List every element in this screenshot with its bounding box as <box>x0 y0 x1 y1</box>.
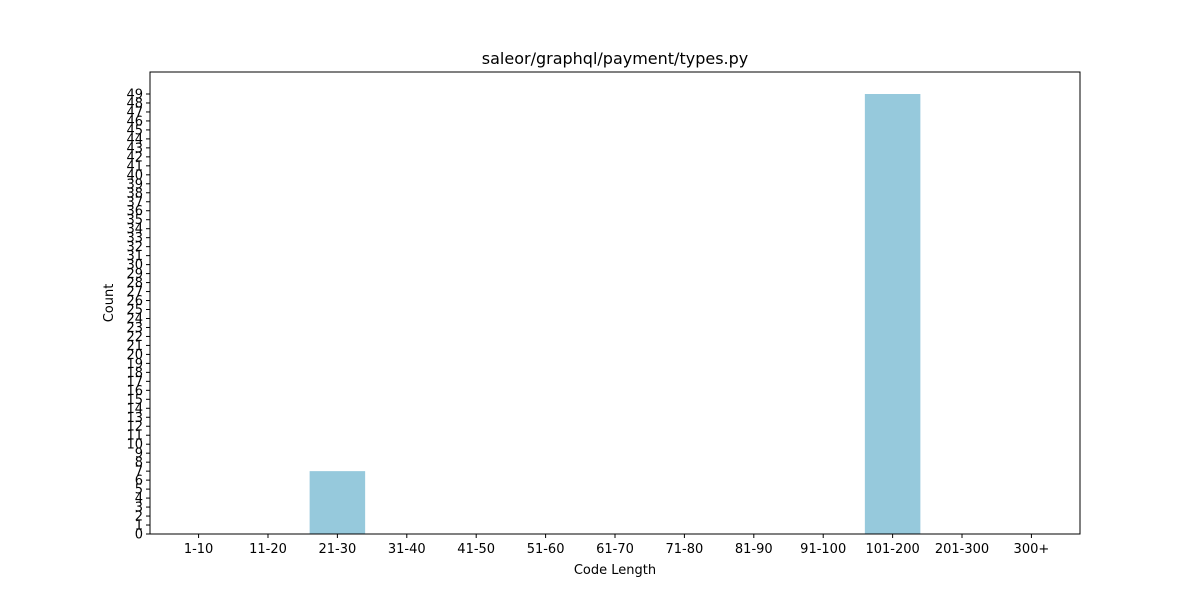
x-tick-label: 41-50 <box>457 542 495 557</box>
y-tick-label: 30 <box>126 258 143 273</box>
y-tick-label: 9 <box>135 447 143 462</box>
y-tick-label: 17 <box>126 375 143 390</box>
y-tick-label: 49 <box>126 88 143 103</box>
y-tick-label: 1 <box>135 519 143 534</box>
y-tick-label: 20 <box>126 348 143 363</box>
y-tick-label: 39 <box>126 177 143 192</box>
x-tick-label: 201-300 <box>935 542 989 557</box>
y-tick-label: 26 <box>126 294 143 309</box>
x-tick-label: 31-40 <box>388 542 426 557</box>
x-tick-label: 101-200 <box>865 542 919 557</box>
x-tick-label: 71-80 <box>666 542 704 557</box>
bar-101-200 <box>864 94 921 534</box>
y-tick-label: 4 <box>135 492 143 507</box>
y-tick-label: 14 <box>126 402 143 417</box>
y-tick-label: 19 <box>126 357 143 372</box>
y-tick-label: 42 <box>126 150 143 165</box>
y-tick-label: 6 <box>135 474 143 489</box>
y-tick-label: 35 <box>126 213 143 228</box>
y-tick-label: 48 <box>126 96 143 111</box>
y-tick-label: 24 <box>126 312 143 327</box>
y-tick-label: 41 <box>126 159 143 174</box>
y-tick-label: 40 <box>126 168 143 183</box>
x-tick-label: 1-10 <box>184 542 214 557</box>
y-tick-label: 33 <box>126 231 143 246</box>
x-tick-label: 91-100 <box>800 542 846 557</box>
x-tick-label: 51-60 <box>527 542 565 557</box>
plot-frame <box>149 71 1081 535</box>
bars-group <box>309 94 921 534</box>
x-tick-label: 61-70 <box>596 542 634 557</box>
chart-title: saleor/graphql/payment/types.py <box>482 49 748 68</box>
y-tick-label: 47 <box>126 105 143 120</box>
y-tick-label: 44 <box>126 132 143 147</box>
y-tick-label: 27 <box>126 285 143 300</box>
y-axis-label: Count <box>102 284 117 323</box>
y-tick-label: 8 <box>135 456 143 471</box>
y-tick-label: 13 <box>126 411 143 426</box>
y-axis: 0123456789101112131415161718192021222324… <box>126 88 150 543</box>
y-tick-label: 31 <box>126 249 143 264</box>
x-tick-label: 11-20 <box>249 542 287 557</box>
x-tick-label: 300+ <box>1014 542 1050 557</box>
y-tick-label: 23 <box>126 321 143 336</box>
y-tick-label: 18 <box>126 366 143 381</box>
y-tick-label: 32 <box>126 240 143 255</box>
y-tick-label: 11 <box>126 429 143 444</box>
y-tick-label: 38 <box>126 186 143 201</box>
y-tick-label: 7 <box>135 465 143 480</box>
y-tick-label: 22 <box>126 330 143 345</box>
y-tick-label: 46 <box>126 114 143 129</box>
y-tick-label: 21 <box>126 339 143 354</box>
y-tick-label: 28 <box>126 276 143 291</box>
y-tick-label: 15 <box>126 393 143 408</box>
x-axis: 1-10 11-20 21-30 31-40 41-50 51-60 61-70 71-80 8… <box>184 534 1049 557</box>
bar-21-30 <box>309 471 366 534</box>
y-tick-label: 2 <box>135 510 143 525</box>
x-tick-label: 21-30 <box>318 542 356 557</box>
y-tick-label: 16 <box>126 384 143 399</box>
y-tick-label: 12 <box>126 420 143 435</box>
y-tick-label: 29 <box>126 267 143 282</box>
y-tick-label: 25 <box>126 303 143 318</box>
y-tick-label: 5 <box>135 483 143 498</box>
x-tick-label: 81-90 <box>735 542 773 557</box>
y-tick-label: 45 <box>126 123 143 138</box>
x-axis-label: Code Length <box>574 563 656 578</box>
y-tick-label: 0 <box>135 528 143 543</box>
y-tick-label: 34 <box>126 222 143 237</box>
y-tick-label: 36 <box>126 204 143 219</box>
y-tick-label: 43 <box>126 141 143 156</box>
y-tick-label: 37 <box>126 195 143 210</box>
y-tick-label: 10 <box>126 438 143 453</box>
y-tick-label: 3 <box>135 501 143 516</box>
